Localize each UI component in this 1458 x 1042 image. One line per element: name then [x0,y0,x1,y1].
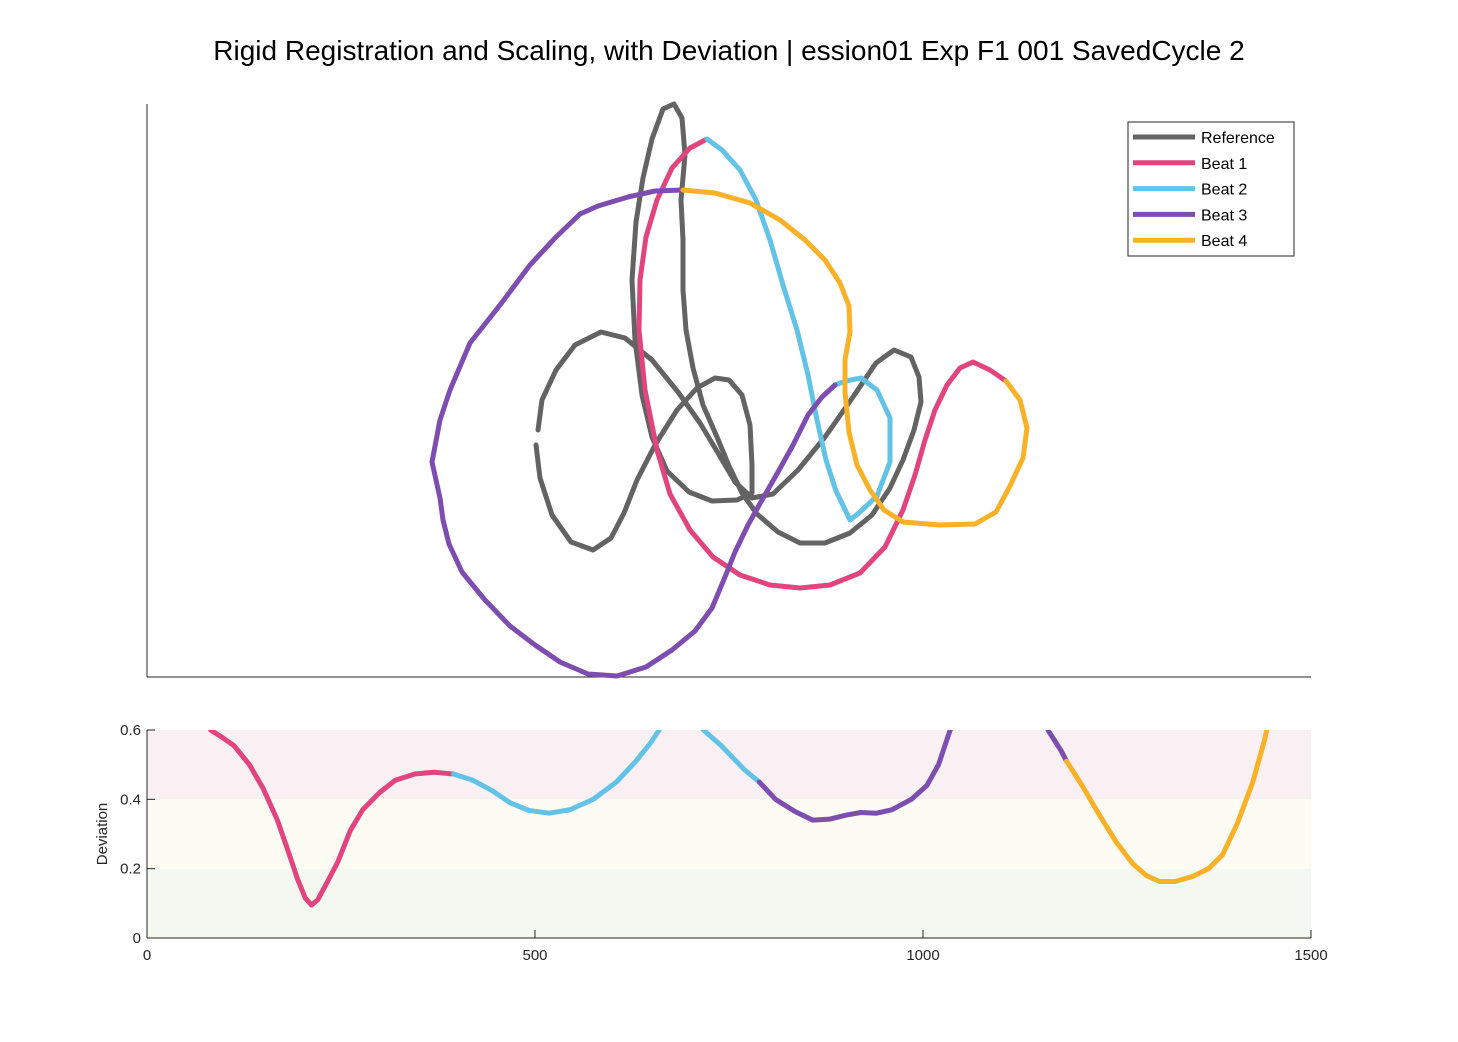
deviation-band-1 [147,799,1311,869]
legend-label-beat-4: Beat 4 [1201,233,1247,250]
x-tick-label: 1000 [906,947,939,964]
deviation-band-2 [147,868,1311,938]
y-tick-label: 0 [133,930,141,947]
y-tick-label: 0.4 [120,791,141,808]
deviation-line-beat-1-0 [208,730,457,908]
deviation-plot: 0 500 1000 1500 0 0.2 0.4 0.6 Deviation [94,722,1328,964]
deviation-line-beat-3-1 [1045,730,1070,764]
deviation-line-beat-4-0 [1064,730,1270,884]
legend-label-beat-3: Beat 3 [1201,207,1247,224]
deviation-bands [147,730,1311,938]
x-tick-label: 500 [522,947,547,964]
deviation-ticks: 0 500 1000 1500 0 0.2 0.4 0.6 [120,722,1328,964]
legend: Reference Beat 1 Beat 2 Beat 3 Beat 4 [1127,121,1295,257]
trajectory-beat-4 [680,187,1030,528]
registration-plot [146,101,1311,679]
legend-label-reference: Reference [1201,130,1275,147]
x-tick-label: 1500 [1294,947,1327,964]
trajectory-series [429,101,1030,679]
chart-title: Rigid Registration and Scaling, with Dev… [213,35,1244,66]
y-tick-label: 0.2 [120,861,141,878]
y-tick-label: 0.6 [120,722,141,739]
trajectory-reference [533,101,924,553]
trajectory-beat-1 [636,136,1009,591]
y-axis-label: Deviation [94,803,111,866]
trajectory-beat-3 [429,187,838,679]
x-tick-label: 0 [143,947,151,964]
deviation-line-beat-2-0 [451,730,662,816]
deviation-line-beat-3-0 [756,730,953,823]
legend-box [1127,121,1295,257]
legend-label-beat-1: Beat 1 [1201,156,1247,173]
deviation-line-beat-2-1 [700,730,762,785]
deviation-band-0 [147,730,1311,800]
legend-label-beat-2: Beat 2 [1201,182,1247,199]
deviation-series [208,730,1270,908]
